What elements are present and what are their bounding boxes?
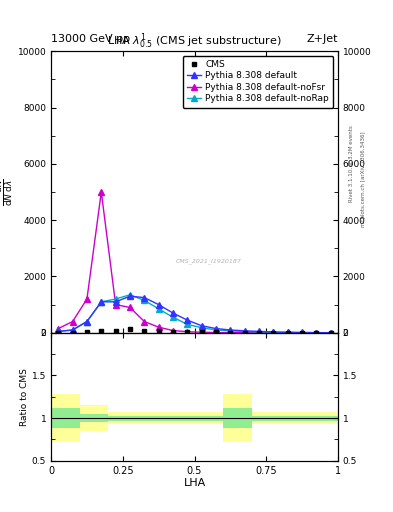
CMS xyxy=(56,330,61,336)
CMS xyxy=(142,328,147,334)
Pythia 8.308 default-noRap xyxy=(156,306,161,312)
Text: CMS_2021_I1920187: CMS_2021_I1920187 xyxy=(176,259,242,264)
CMS xyxy=(314,330,319,336)
Y-axis label: Ratio to CMS: Ratio to CMS xyxy=(20,368,29,426)
Pythia 8.308 default-noFsr xyxy=(228,330,233,336)
Pythia 8.308 default-noFsr xyxy=(113,302,118,308)
Pythia 8.308 default-noRap xyxy=(70,327,75,333)
Pythia 8.308 default-noFsr xyxy=(257,330,261,336)
Y-axis label: $\frac{1}{\mathrm{d}N}\frac{\mathrm{d}N}{\mathrm{d}\lambda}$: $\frac{1}{\mathrm{d}N}\frac{\mathrm{d}N}… xyxy=(0,178,15,206)
Pythia 8.308 default-noRap xyxy=(314,330,319,336)
CMS xyxy=(113,328,118,334)
CMS xyxy=(84,329,89,335)
Pythia 8.308 default-noFsr xyxy=(99,189,104,195)
Pythia 8.308 default xyxy=(228,327,233,333)
CMS xyxy=(257,330,261,336)
CMS xyxy=(228,329,233,335)
Pythia 8.308 default-noRap xyxy=(185,322,190,328)
Pythia 8.308 default-noFsr xyxy=(314,330,319,336)
Pythia 8.308 default-noRap xyxy=(56,328,61,334)
Line: Pythia 8.308 default-noRap: Pythia 8.308 default-noRap xyxy=(55,292,334,335)
Pythia 8.308 default-noFsr xyxy=(285,330,290,336)
Pythia 8.308 default-noRap xyxy=(142,297,147,304)
Pythia 8.308 default-noFsr xyxy=(70,318,75,325)
CMS xyxy=(185,329,190,335)
CMS xyxy=(128,326,132,332)
Pythia 8.308 default-noRap xyxy=(242,329,247,335)
Pythia 8.308 default-noFsr xyxy=(56,326,61,332)
Pythia 8.308 default-noRap xyxy=(99,299,104,305)
CMS xyxy=(156,328,161,334)
Pythia 8.308 default-noFsr xyxy=(185,329,190,335)
Pythia 8.308 default-noRap xyxy=(285,329,290,335)
Pythia 8.308 default-noFsr xyxy=(142,318,147,325)
Pythia 8.308 default xyxy=(113,299,118,305)
Pythia 8.308 default-noFsr xyxy=(214,329,219,335)
Pythia 8.308 default xyxy=(257,328,261,334)
Pythia 8.308 default xyxy=(329,330,333,336)
Pythia 8.308 default xyxy=(271,329,276,335)
Pythia 8.308 default-noRap xyxy=(128,292,132,298)
X-axis label: LHA: LHA xyxy=(184,478,206,488)
Pythia 8.308 default-noFsr xyxy=(171,328,175,334)
Pythia 8.308 default-noRap xyxy=(329,330,333,336)
CMS xyxy=(199,329,204,335)
Pythia 8.308 default-noRap xyxy=(84,318,89,325)
Line: CMS: CMS xyxy=(56,327,333,335)
Pythia 8.308 default xyxy=(56,328,61,334)
Line: Pythia 8.308 default: Pythia 8.308 default xyxy=(55,293,334,335)
Pythia 8.308 default-noRap xyxy=(257,329,261,335)
CMS xyxy=(285,330,290,336)
Pythia 8.308 default xyxy=(171,310,175,316)
Pythia 8.308 default-noFsr xyxy=(271,330,276,336)
Pythia 8.308 default-noFsr xyxy=(329,330,333,336)
CMS xyxy=(171,329,175,335)
Pythia 8.308 default-noRap xyxy=(271,329,276,335)
Pythia 8.308 default-noRap xyxy=(300,330,305,336)
Pythia 8.308 default-noRap xyxy=(228,328,233,334)
Pythia 8.308 default xyxy=(142,294,147,301)
CMS xyxy=(214,329,219,335)
Pythia 8.308 default-noRap xyxy=(214,327,219,333)
Pythia 8.308 default-noRap xyxy=(113,296,118,302)
Pythia 8.308 default xyxy=(84,318,89,325)
CMS xyxy=(329,330,333,336)
Pythia 8.308 default xyxy=(300,329,305,335)
Pythia 8.308 default xyxy=(214,326,219,332)
CMS xyxy=(271,330,276,336)
Text: 13000 GeV pp: 13000 GeV pp xyxy=(51,33,130,44)
Pythia 8.308 default xyxy=(99,299,104,305)
Pythia 8.308 default-noRap xyxy=(171,314,175,321)
Pythia 8.308 default xyxy=(242,328,247,334)
Legend: CMS, Pythia 8.308 default, Pythia 8.308 default-noFsr, Pythia 8.308 default-noRa: CMS, Pythia 8.308 default, Pythia 8.308 … xyxy=(183,56,334,108)
Pythia 8.308 default xyxy=(185,317,190,323)
CMS xyxy=(70,330,75,336)
Text: mcplots.cern.ch [arXiv:1306.3436]: mcplots.cern.ch [arXiv:1306.3436] xyxy=(361,132,366,227)
Pythia 8.308 default xyxy=(285,329,290,335)
Text: Z+Jet: Z+Jet xyxy=(307,33,338,44)
CMS xyxy=(300,330,305,336)
Text: Rivet 3.1.10, ≥ 3.2M events: Rivet 3.1.10, ≥ 3.2M events xyxy=(349,125,354,202)
CMS xyxy=(99,328,104,334)
Pythia 8.308 default-noFsr xyxy=(156,324,161,330)
Pythia 8.308 default xyxy=(199,323,204,329)
Pythia 8.308 default-noFsr xyxy=(199,329,204,335)
Pythia 8.308 default xyxy=(314,330,319,336)
Pythia 8.308 default xyxy=(128,293,132,299)
Pythia 8.308 default xyxy=(156,302,161,308)
Pythia 8.308 default-noFsr xyxy=(128,304,132,310)
Pythia 8.308 default-noFsr xyxy=(84,296,89,302)
Title: LHA $\lambda^{1}_{0.5}$ (CMS jet substructure): LHA $\lambda^{1}_{0.5}$ (CMS jet substru… xyxy=(107,32,282,51)
Pythia 8.308 default-noFsr xyxy=(242,330,247,336)
Pythia 8.308 default-noRap xyxy=(199,325,204,331)
Line: Pythia 8.308 default-noFsr: Pythia 8.308 default-noFsr xyxy=(55,189,334,335)
Pythia 8.308 default-noFsr xyxy=(300,330,305,336)
CMS xyxy=(242,330,247,336)
Pythia 8.308 default xyxy=(70,327,75,333)
